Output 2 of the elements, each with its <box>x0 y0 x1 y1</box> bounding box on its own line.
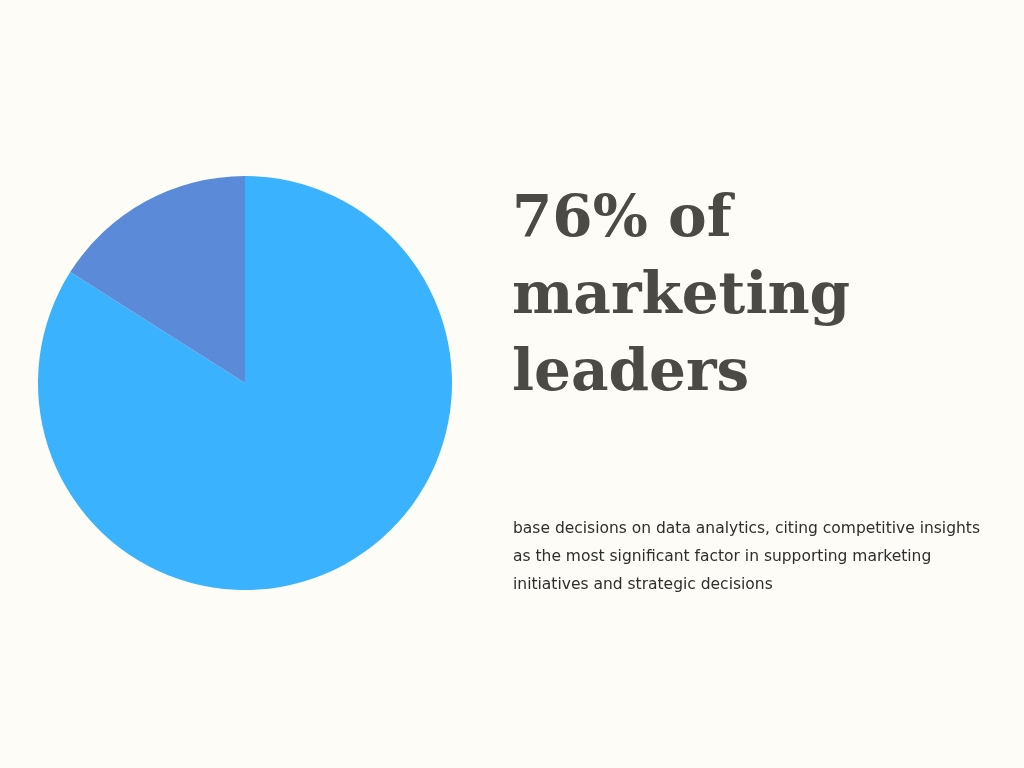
text: base decisions on data analytics, citing competitive insights as the most significant factor in supporting marketing initiatives and strategic decisions <box>513 518 981 595</box>
text: 76% of marketing leaders <box>512 181 852 406</box>
